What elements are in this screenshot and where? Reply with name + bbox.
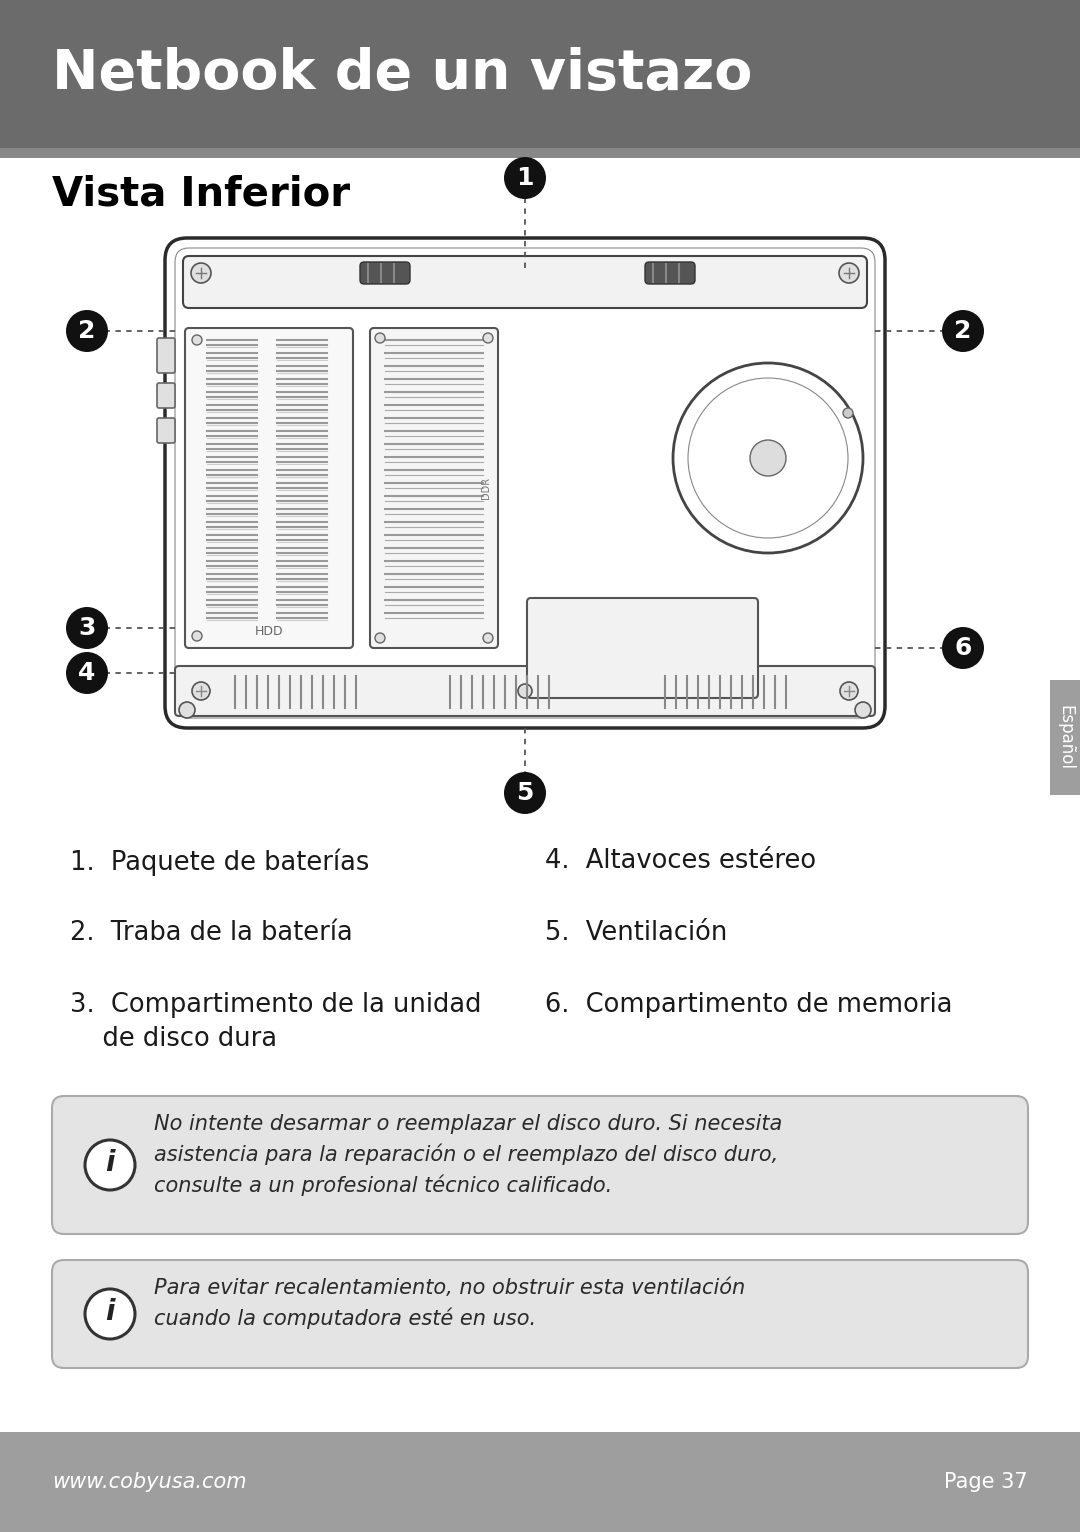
FancyBboxPatch shape bbox=[157, 339, 175, 372]
Text: 4.  Altavoces estéreo: 4. Altavoces estéreo bbox=[545, 849, 816, 873]
Circle shape bbox=[518, 683, 532, 699]
Circle shape bbox=[483, 633, 492, 643]
FancyBboxPatch shape bbox=[52, 1095, 1028, 1233]
Text: 3.  Compartimento de la unidad
    de disco dura: 3. Compartimento de la unidad de disco d… bbox=[70, 993, 482, 1052]
Text: 1: 1 bbox=[516, 165, 534, 190]
FancyBboxPatch shape bbox=[165, 237, 885, 728]
Circle shape bbox=[843, 408, 853, 418]
FancyBboxPatch shape bbox=[527, 597, 758, 699]
FancyBboxPatch shape bbox=[157, 418, 175, 443]
Text: DDR: DDR bbox=[481, 476, 491, 499]
Text: 1.  Paquete de baterías: 1. Paquete de baterías bbox=[70, 849, 369, 875]
Circle shape bbox=[375, 633, 384, 643]
Text: 3: 3 bbox=[79, 616, 96, 640]
Text: Español: Español bbox=[1056, 705, 1074, 771]
Circle shape bbox=[750, 440, 786, 476]
Text: 6.  Compartimento de memoria: 6. Compartimento de memoria bbox=[545, 993, 953, 1017]
Text: 6: 6 bbox=[955, 636, 972, 660]
Circle shape bbox=[66, 309, 108, 352]
Text: 4: 4 bbox=[79, 660, 96, 685]
Text: www.cobyusa.com: www.cobyusa.com bbox=[52, 1472, 246, 1492]
Text: i: i bbox=[105, 1298, 114, 1327]
Text: Para evitar recalentamiento, no obstruir esta ventilación
cuando la computadora : Para evitar recalentamiento, no obstruir… bbox=[154, 1278, 745, 1330]
Text: 2: 2 bbox=[955, 319, 972, 343]
Circle shape bbox=[191, 264, 211, 283]
Text: 2: 2 bbox=[79, 319, 96, 343]
Bar bbox=[1050, 680, 1080, 795]
FancyBboxPatch shape bbox=[185, 328, 353, 648]
Bar bbox=[0, 0, 1080, 149]
FancyBboxPatch shape bbox=[157, 383, 175, 408]
Circle shape bbox=[942, 309, 984, 352]
Circle shape bbox=[66, 607, 108, 650]
Circle shape bbox=[504, 156, 546, 199]
Bar bbox=[0, 149, 1080, 158]
Text: No intente desarmar o reemplazar el disco duro. Si necesita
asistencia para la r: No intente desarmar o reemplazar el disc… bbox=[154, 1114, 782, 1196]
Text: Page 37: Page 37 bbox=[944, 1472, 1028, 1492]
Circle shape bbox=[192, 631, 202, 640]
Circle shape bbox=[483, 332, 492, 343]
Circle shape bbox=[942, 627, 984, 669]
Circle shape bbox=[375, 332, 384, 343]
Circle shape bbox=[855, 702, 870, 719]
Circle shape bbox=[192, 336, 202, 345]
Circle shape bbox=[192, 682, 210, 700]
Text: 5.  Ventilación: 5. Ventilación bbox=[545, 921, 727, 945]
Text: HDD: HDD bbox=[255, 625, 283, 637]
Circle shape bbox=[85, 1288, 135, 1339]
Text: 5: 5 bbox=[516, 781, 534, 804]
Circle shape bbox=[840, 682, 858, 700]
FancyBboxPatch shape bbox=[183, 256, 867, 308]
FancyBboxPatch shape bbox=[360, 262, 410, 283]
Bar bbox=[0, 1432, 1080, 1532]
FancyBboxPatch shape bbox=[175, 666, 875, 715]
FancyBboxPatch shape bbox=[52, 1259, 1028, 1368]
FancyBboxPatch shape bbox=[370, 328, 498, 648]
Circle shape bbox=[85, 1140, 135, 1190]
Text: Netbook de un vistazo: Netbook de un vistazo bbox=[52, 47, 753, 101]
FancyBboxPatch shape bbox=[645, 262, 696, 283]
Text: i: i bbox=[105, 1149, 114, 1177]
Text: 2.  Traba de la batería: 2. Traba de la batería bbox=[70, 921, 353, 945]
Circle shape bbox=[179, 702, 195, 719]
Circle shape bbox=[66, 653, 108, 694]
Circle shape bbox=[504, 772, 546, 813]
Circle shape bbox=[839, 264, 859, 283]
Text: Vista Inferior: Vista Inferior bbox=[52, 175, 350, 214]
